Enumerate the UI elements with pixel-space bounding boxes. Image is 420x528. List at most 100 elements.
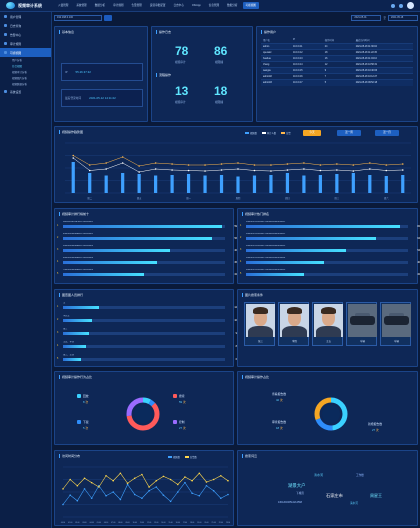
data-point[interactable] xyxy=(90,497,93,500)
data-point[interactable] xyxy=(138,165,140,167)
data-point[interactable] xyxy=(227,493,229,496)
image-record-card[interactable]: 王五 xyxy=(312,302,343,346)
month-button[interactable]: 近一月 xyxy=(375,130,399,136)
bar[interactable] xyxy=(104,175,108,194)
top-nav-item[interactable]: 系统管理 xyxy=(76,4,87,7)
data-point[interactable] xyxy=(220,474,222,477)
data-point[interactable] xyxy=(121,162,124,164)
legend-item[interactable]: 审计人数 xyxy=(261,131,276,135)
word-cloud-term[interactable]: 430120196512214568 xyxy=(278,501,302,504)
data-point[interactable] xyxy=(69,478,71,481)
data-point[interactable] xyxy=(385,169,388,172)
search-button[interactable] xyxy=(104,15,112,21)
data-point[interactable] xyxy=(133,477,136,480)
data-point[interactable] xyxy=(62,503,64,506)
table-row[interactable]: admin02 10.0.0.16 7 2021-05-18 10:12:27 xyxy=(261,73,413,80)
rank-row[interactable]: 3 3000000702BJH1P-0000000000000003 54 xyxy=(240,245,420,252)
data-point[interactable] xyxy=(141,497,143,500)
data-point[interactable] xyxy=(369,162,371,164)
data-point[interactable] xyxy=(401,169,404,171)
rank-row[interactable]: 1 3000000702BJH1P-0000000000000001 82 xyxy=(240,221,420,228)
top-nav-item[interactable]: 可视视图 xyxy=(242,2,259,9)
data-point[interactable] xyxy=(205,481,208,483)
word-cloud-term[interactable]: 湖景大户 xyxy=(288,483,306,488)
rank-row[interactable]: 5 3000000702BJH1P-0000000000000005 32 xyxy=(240,269,420,276)
search-input[interactable]: 192.168.0.100 xyxy=(54,15,102,21)
data-point[interactable] xyxy=(303,168,305,170)
bar[interactable] xyxy=(269,175,273,193)
word-cloud-term[interactable]: 清水河 xyxy=(350,502,358,505)
top-nav-item[interactable]: CS/App xyxy=(191,4,201,7)
data-point[interactable] xyxy=(76,484,79,487)
data-point[interactable] xyxy=(88,164,91,166)
today-button[interactable]: 今天 xyxy=(303,130,321,136)
data-point[interactable] xyxy=(141,473,143,476)
date-end-input[interactable]: 2021-05-18 xyxy=(388,15,418,21)
data-point[interactable] xyxy=(133,493,136,496)
data-point[interactable] xyxy=(227,479,229,482)
data-point[interactable] xyxy=(336,169,338,171)
top-nav-item[interactable]: 信息管理 xyxy=(208,4,220,7)
top-nav-item[interactable]: 数据分析 xyxy=(94,4,106,7)
rank-row[interactable]: 4 6000SGUR0BBH1P-00000004 36 xyxy=(57,257,237,264)
data-point[interactable] xyxy=(171,163,173,165)
bar[interactable] xyxy=(285,173,290,193)
date-start-input[interactable]: 2021-05-01 xyxy=(351,15,382,21)
bar[interactable] xyxy=(236,176,240,194)
sidebar-item[interactable]: 系统设置 xyxy=(0,87,51,96)
data-point[interactable] xyxy=(72,154,75,157)
word-cloud-term[interactable]: 下城营 xyxy=(296,492,304,495)
donut-slice[interactable] xyxy=(126,397,160,431)
image-record-card[interactable]: 张三 xyxy=(244,302,275,346)
rank-row[interactable]: 2 李先生 10 xyxy=(57,315,237,322)
bar[interactable] xyxy=(335,174,339,193)
rank-row[interactable]: 4 3000000702BJH1P-0000000000000004 40 xyxy=(240,257,420,264)
data-point[interactable] xyxy=(237,168,239,170)
sidebar-item[interactable]: 告警中心 xyxy=(0,30,51,39)
data-point[interactable] xyxy=(198,472,201,475)
sidebar-item[interactable]: 日志查询 xyxy=(0,21,51,30)
data-point[interactable] xyxy=(270,164,272,166)
top-nav-item[interactable]: 运营审批配置 xyxy=(149,4,166,7)
data-point[interactable] xyxy=(88,169,91,172)
legend-item[interactable]: 视频数 xyxy=(168,455,180,459)
settings-icon[interactable] xyxy=(399,3,403,8)
data-point[interactable] xyxy=(191,479,193,482)
bar[interactable] xyxy=(170,175,174,193)
data-point[interactable] xyxy=(220,169,223,171)
data-point[interactable] xyxy=(169,478,172,481)
data-point[interactable] xyxy=(121,156,124,158)
data-point[interactable] xyxy=(184,476,186,478)
bar[interactable] xyxy=(154,175,158,194)
user-avatar[interactable] xyxy=(407,2,414,9)
legend-item[interactable]: 视频数 xyxy=(245,131,257,135)
data-point[interactable] xyxy=(148,489,150,492)
legend-item[interactable]: 告警 xyxy=(281,131,291,135)
sidebar-item[interactable]: 审计规则 xyxy=(0,39,51,48)
bar[interactable] xyxy=(252,175,257,194)
bar[interactable] xyxy=(318,175,322,193)
rank-row[interactable]: 4 王五、李四 8 xyxy=(57,341,237,348)
app-logo[interactable]: 视频审计系统 xyxy=(0,2,52,9)
bar[interactable] xyxy=(203,175,207,194)
data-point[interactable] xyxy=(270,170,272,172)
rank-row[interactable]: 3 张三 9 xyxy=(57,328,237,335)
sidebar-item[interactable]: 用户管理 xyxy=(0,12,51,21)
data-point[interactable] xyxy=(220,497,222,500)
data-point[interactable] xyxy=(155,486,158,488)
bar[interactable] xyxy=(351,173,355,193)
data-point[interactable] xyxy=(401,163,404,165)
data-point[interactable] xyxy=(204,164,206,166)
bar[interactable] xyxy=(219,175,224,193)
data-point[interactable] xyxy=(105,494,107,497)
data-point[interactable] xyxy=(69,494,71,496)
rank-row[interactable]: 5 7000SGUR0BBH1P-00000005 32 xyxy=(57,269,237,276)
top-nav-item[interactable]: 审计规则 xyxy=(113,4,124,7)
data-point[interactable] xyxy=(105,474,107,477)
donut-slice[interactable] xyxy=(314,397,348,431)
image-record-card[interactable]: 车辆 xyxy=(346,302,377,346)
donut-slice[interactable] xyxy=(314,397,348,431)
data-point[interactable] xyxy=(90,481,93,484)
data-point[interactable] xyxy=(154,168,157,170)
sidebar-subitem[interactable]: 用户分析 xyxy=(12,59,23,62)
